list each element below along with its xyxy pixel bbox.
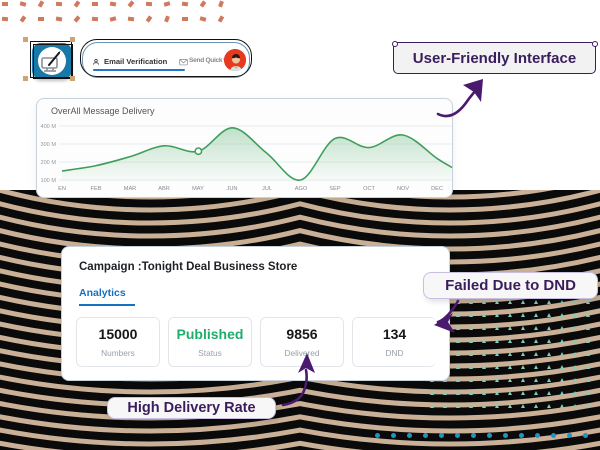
svg-text:200 M: 200 M xyxy=(40,160,56,166)
svg-text:DEC: DEC xyxy=(431,186,443,192)
svg-text:SEP: SEP xyxy=(329,186,340,192)
svg-text:NOV: NOV xyxy=(397,186,409,192)
svg-text:ABR: ABR xyxy=(158,186,170,192)
svg-text:300 M: 300 M xyxy=(40,142,56,148)
svg-text:MAY: MAY xyxy=(192,186,204,192)
svg-text:400 M: 400 M xyxy=(40,124,56,130)
svg-text:EN: EN xyxy=(58,186,66,192)
svg-text:JUL: JUL xyxy=(262,186,272,192)
svg-text:JUN: JUN xyxy=(227,186,238,192)
svg-text:OCT: OCT xyxy=(363,186,375,192)
svg-text:AGO: AGO xyxy=(295,186,308,192)
svg-text:FEB: FEB xyxy=(91,186,102,192)
svg-text:100 M: 100 M xyxy=(40,178,56,184)
svg-text:MAR: MAR xyxy=(124,186,136,192)
